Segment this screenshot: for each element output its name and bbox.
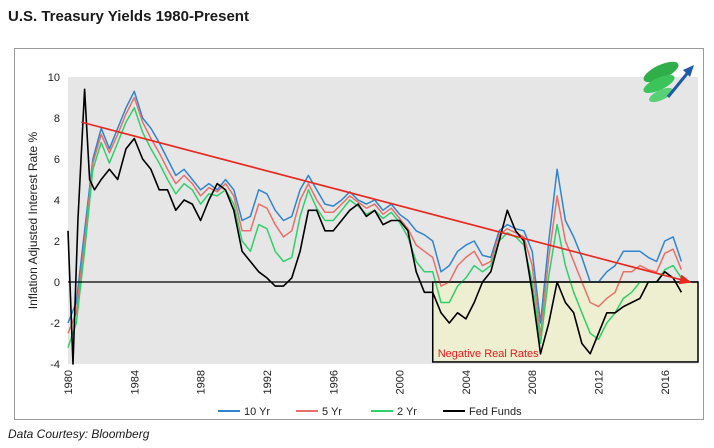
- series-line-1: [67, 96, 683, 337]
- legend-label-2: 2 Yr: [397, 406, 417, 418]
- y-tick-label-3: 2: [54, 236, 60, 248]
- x-tick-label-6: 2004: [461, 370, 473, 394]
- y-axis-ticks: -4 -2 0 2 4 6 8 10: [48, 72, 60, 371]
- x-tick-label-7: 2008: [527, 370, 539, 394]
- y-tick-label-4: 4: [54, 195, 60, 207]
- legend-label-1: 5 Yr: [322, 406, 342, 418]
- trend-line: [81, 121, 690, 283]
- x-tick-label-0: 1980: [63, 370, 75, 394]
- x-axis-ticks: 1980 1984 1988 1992 1996 2000 2004 2008 2012 2016: [63, 370, 672, 394]
- x-tick-label-8: 2012: [594, 370, 606, 394]
- x-tick-label-4: 1996: [328, 370, 340, 394]
- x-tick-label-1: 1984: [129, 370, 141, 394]
- x-tick-label-5: 2000: [395, 370, 407, 394]
- y-tick-label-7: 10: [48, 72, 60, 84]
- y-axis-label: Inflation Adjusted Interest Rate %: [26, 131, 40, 309]
- y-tick-label-6: 8: [54, 113, 60, 125]
- y-tick-label-5: 6: [54, 154, 60, 166]
- data-credit: Data Courtesy: Bloomberg: [8, 427, 150, 441]
- page-title: U.S. Treasury Yields 1980-Present: [8, 8, 249, 25]
- x-tick-label-9: 2016: [660, 370, 672, 394]
- x-tick-label-3: 1992: [262, 370, 274, 394]
- y-tick-label-1: -2: [50, 318, 60, 330]
- logo-icon: [643, 61, 694, 103]
- legend-label-0: 10 Yr: [244, 406, 270, 418]
- negative-real-rates-label: Negative Real Rates: [438, 348, 539, 360]
- series-line-3: [67, 88, 683, 365]
- trend-arrowhead: [678, 274, 692, 285]
- legend: 10 Yr 5 Yr 2 Yr Fed Funds: [218, 406, 522, 418]
- legend-label-3: Fed Funds: [469, 406, 522, 418]
- y-tick-label-2: 0: [54, 277, 60, 289]
- x-tick-label-2: 1988: [196, 370, 208, 394]
- y-tick-label-0: -4: [50, 359, 60, 371]
